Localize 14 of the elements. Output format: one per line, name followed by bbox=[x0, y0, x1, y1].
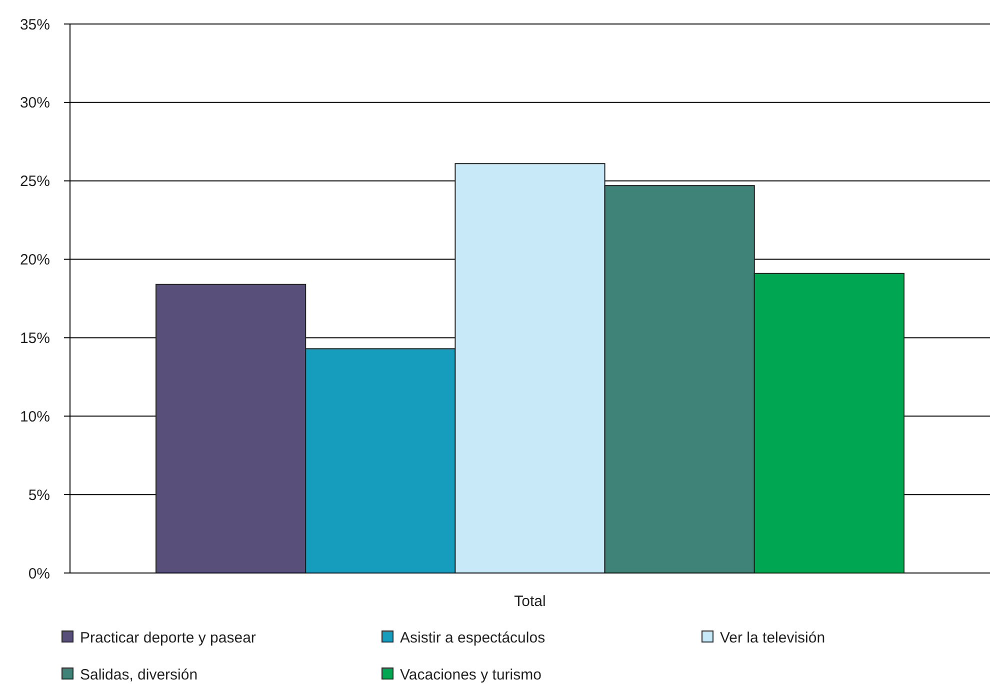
y-tick-label: 10% bbox=[20, 408, 50, 426]
legend-label: Practicar deporte y pasear bbox=[80, 629, 256, 646]
legend-label: Salidas, diversión bbox=[80, 666, 198, 684]
legend-label: Asistir a espectáculos bbox=[400, 629, 546, 646]
y-tick-label: 35% bbox=[20, 16, 50, 34]
y-tick-label: 30% bbox=[20, 94, 50, 112]
y-tick-label: 0% bbox=[28, 565, 50, 582]
y-tick-label: 20% bbox=[20, 252, 50, 269]
legend-label: Ver la televisión bbox=[720, 629, 826, 646]
x-tick-label: Total bbox=[514, 593, 546, 610]
y-tick-label: 5% bbox=[28, 486, 50, 504]
y-tick-label: 25% bbox=[20, 173, 50, 190]
legend-label: Vacaciones y turismo bbox=[400, 666, 542, 684]
y-tick-label: 15% bbox=[20, 330, 50, 347]
